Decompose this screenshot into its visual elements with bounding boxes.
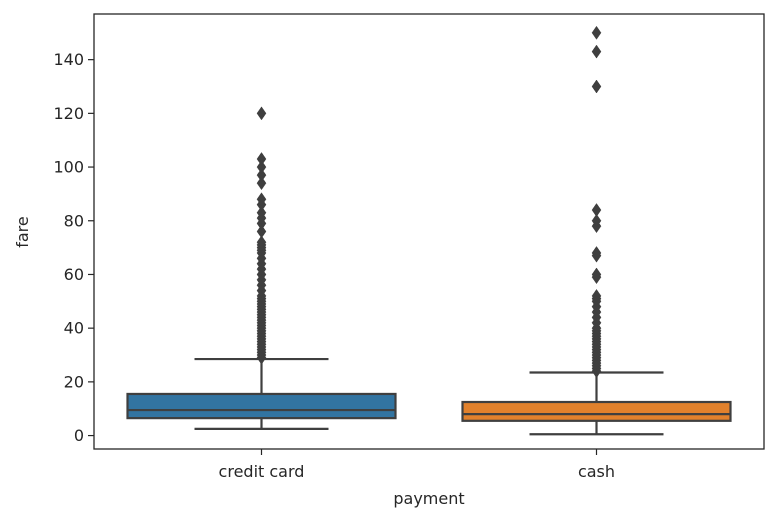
y-tick-label: 0 (74, 426, 84, 445)
outlier-point (256, 176, 267, 191)
x-tick-label: credit card (219, 462, 305, 481)
outlier-point (256, 160, 267, 174)
outlier-point (591, 289, 602, 303)
x-axis-label: payment (393, 489, 464, 508)
outlier-point (591, 25, 602, 40)
outlier-point (591, 246, 602, 260)
outlier-point (591, 213, 602, 228)
plot-frame (93, 13, 765, 450)
outlier-point (256, 192, 267, 207)
outlier-point (256, 152, 267, 166)
outlier-point (256, 205, 267, 220)
axes: 0 20 40 60 80 100 120 140 credit card cash (53, 50, 615, 481)
outlier-point (256, 235, 267, 250)
outlier-point (256, 224, 267, 239)
y-tick-label: 20 (64, 372, 84, 391)
iqr-box (461, 400, 732, 422)
outlier-point (256, 106, 267, 121)
y-axis-label: fare (13, 216, 32, 248)
outlier-point (591, 44, 602, 59)
box-group-cash (461, 25, 732, 436)
outlier-point (256, 168, 267, 183)
outlier-point (591, 203, 602, 217)
plot-area (126, 25, 732, 436)
iqr-box (126, 392, 397, 420)
y-tick-label: 100 (53, 158, 84, 177)
outlier-point (591, 79, 602, 94)
y-tick-label: 140 (53, 50, 84, 69)
y-tick-label: 60 (64, 265, 84, 284)
x-tick-label: cash (578, 462, 615, 481)
box-group-credit-card (126, 106, 397, 430)
y-tick-label: 80 (64, 211, 84, 230)
y-tick-label: 40 (64, 319, 84, 338)
outlier-point (591, 267, 602, 282)
y-tick-label: 120 (53, 104, 84, 123)
